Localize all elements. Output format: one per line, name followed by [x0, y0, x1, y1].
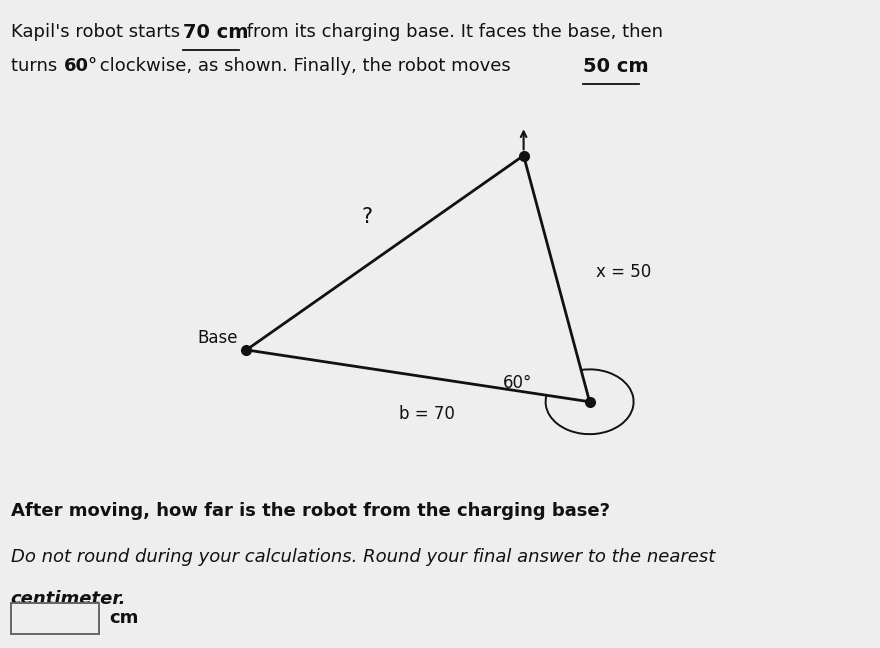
- Text: 60°: 60°: [503, 374, 532, 392]
- Text: centimeter.: centimeter.: [11, 590, 126, 608]
- Text: 50 cm: 50 cm: [583, 57, 649, 76]
- Text: x = 50: x = 50: [597, 263, 651, 281]
- Text: from its charging base. It faces the base, then: from its charging base. It faces the bas…: [241, 23, 664, 41]
- FancyBboxPatch shape: [11, 603, 99, 634]
- Text: turns: turns: [11, 57, 62, 75]
- Text: 60°: 60°: [64, 57, 99, 75]
- Text: cm: cm: [109, 609, 138, 627]
- Text: b = 70: b = 70: [399, 405, 455, 423]
- Text: Kapil's robot starts: Kapil's robot starts: [11, 23, 186, 41]
- Text: ?: ?: [362, 207, 373, 227]
- Text: Base: Base: [197, 329, 238, 347]
- Text: 70 cm: 70 cm: [183, 23, 248, 41]
- Text: After moving, how far is the robot from the charging base?: After moving, how far is the robot from …: [11, 502, 610, 520]
- Text: Do not round during your calculations. Round your final answer to the nearest: Do not round during your calculations. R…: [11, 548, 715, 566]
- Text: clockwise, as shown. Finally, the robot moves: clockwise, as shown. Finally, the robot …: [94, 57, 517, 75]
- Text: .: .: [640, 57, 646, 75]
